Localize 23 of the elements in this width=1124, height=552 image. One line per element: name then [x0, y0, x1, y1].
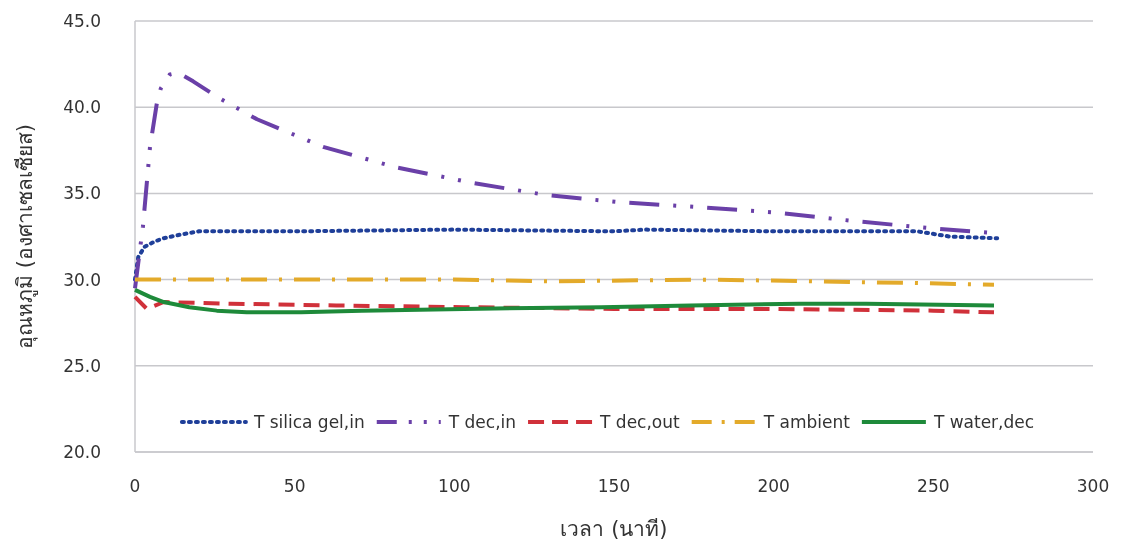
x-tick-label: 50 [283, 476, 306, 496]
y-tick-label: 35.0 [63, 183, 101, 204]
line-series [133, 287, 997, 315]
y-tick-label: 20.0 [63, 442, 101, 462]
x-axis-title: เวลา (นาที) [560, 517, 668, 541]
x-tick-label: 200 [757, 476, 790, 496]
y-axis-title: อุณหภูมิ (องศาเซลเซียส) [13, 123, 38, 350]
line-series [133, 227, 1000, 282]
x-tick-label: 100 [438, 476, 471, 496]
x-tick-label: 150 [597, 476, 631, 496]
y-tick-label: 30.0 [63, 269, 101, 290]
legend-label: T silica gel,in [252, 412, 365, 432]
legend-label: T ambient [762, 412, 851, 432]
legend-label: T dec,in [447, 412, 517, 432]
y-tick-label: 40.0 [63, 97, 101, 118]
x-tick-label: 0 [129, 476, 141, 496]
y-tick-label: 25.0 [63, 355, 101, 376]
x-tick-label: 250 [917, 476, 950, 496]
legend-label: T dec,out [599, 412, 681, 432]
y-tick-label: 45.0 [63, 11, 101, 31]
x-tick-label: 300 [1076, 476, 1110, 496]
legend-label: T water,dec [932, 412, 1035, 432]
line-series [133, 294, 997, 315]
